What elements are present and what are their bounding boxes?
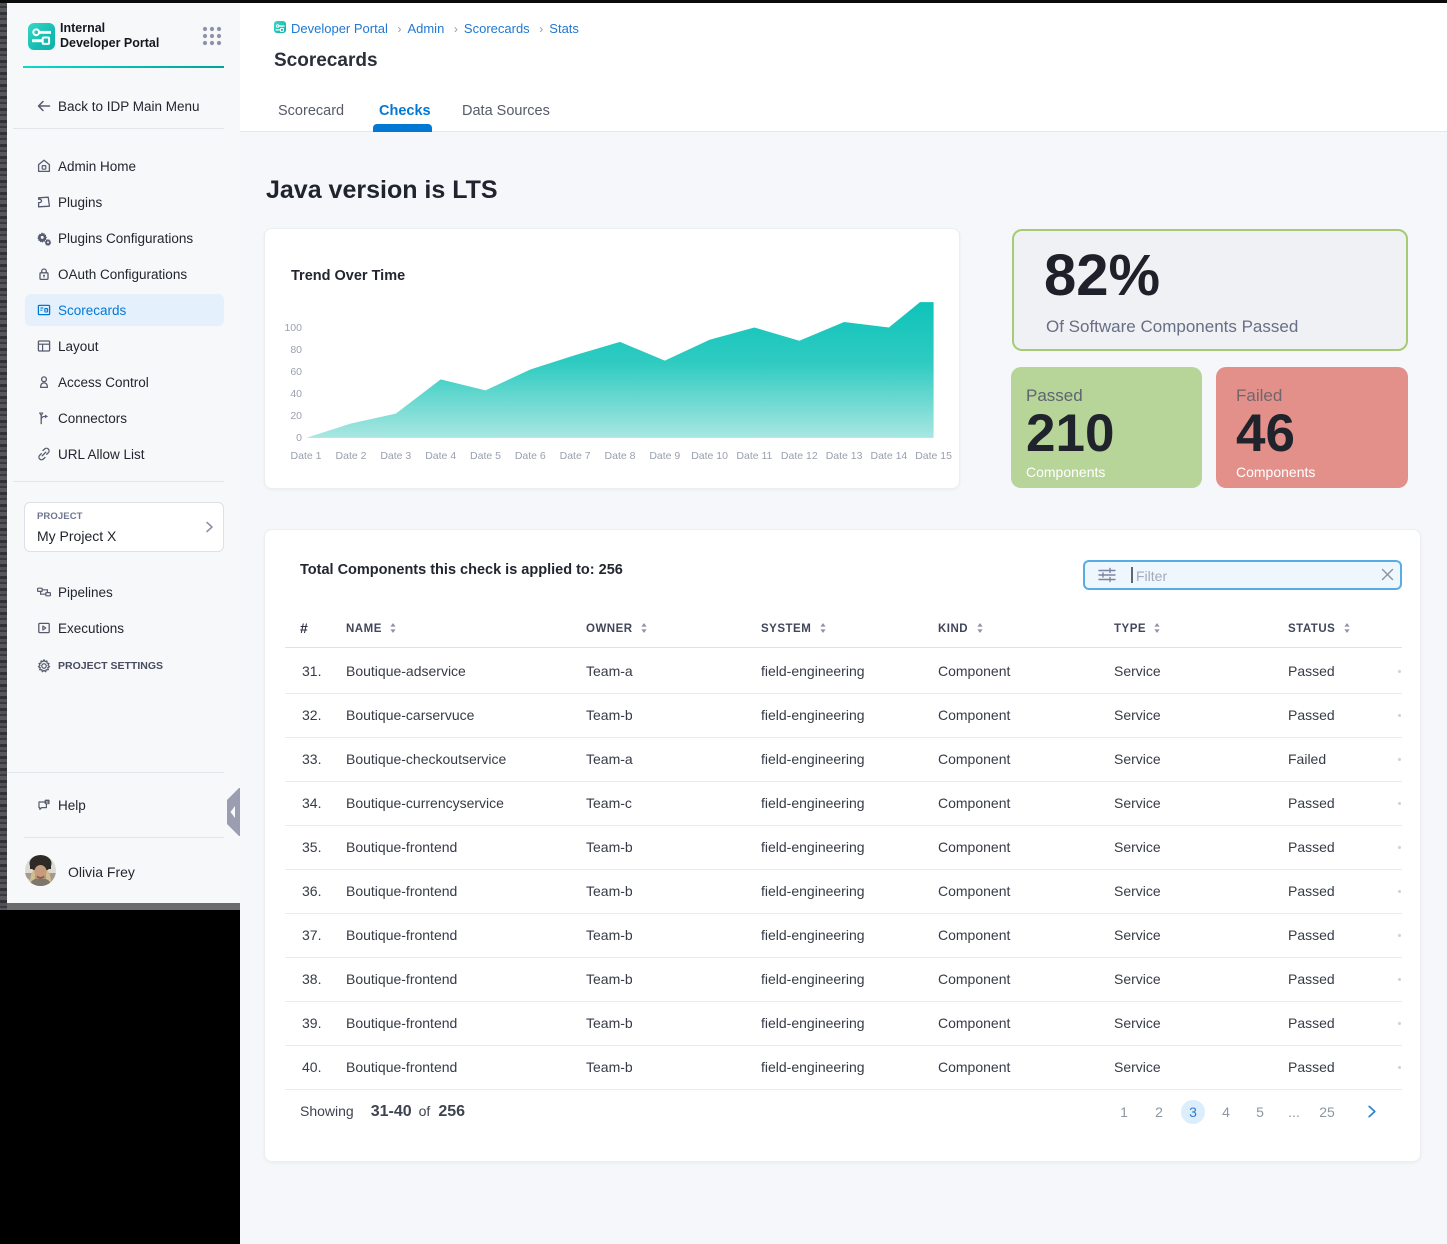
svg-text:S: S	[46, 799, 49, 804]
svg-text:0: 0	[296, 432, 302, 444]
svg-text:Date 2: Date 2	[336, 450, 367, 462]
svg-text:80: 80	[290, 344, 302, 356]
svg-text:Date 8: Date 8	[605, 450, 636, 462]
svg-text:Date 4: Date 4	[425, 450, 456, 462]
svg-text:60: 60	[290, 366, 302, 378]
svg-text:Date 13: Date 13	[826, 450, 863, 462]
svg-text:Date 3: Date 3	[380, 450, 411, 462]
svg-text:Date 12: Date 12	[781, 450, 818, 462]
svg-text:Date 7: Date 7	[560, 450, 591, 462]
svg-text:100: 100	[284, 322, 302, 334]
svg-text:Date 1: Date 1	[291, 450, 322, 462]
svg-text:20: 20	[290, 410, 302, 422]
svg-text:Date 11: Date 11	[736, 450, 772, 462]
svg-text:Date 15: Date 15	[915, 450, 952, 462]
svg-text:Date 9: Date 9	[649, 450, 680, 462]
svg-text:Date 6: Date 6	[515, 450, 546, 462]
svg-text:Date 14: Date 14	[871, 450, 908, 462]
svg-text:Date 5: Date 5	[470, 450, 501, 462]
svg-text:Date 10: Date 10	[691, 450, 728, 462]
svg-text:40: 40	[290, 388, 302, 400]
